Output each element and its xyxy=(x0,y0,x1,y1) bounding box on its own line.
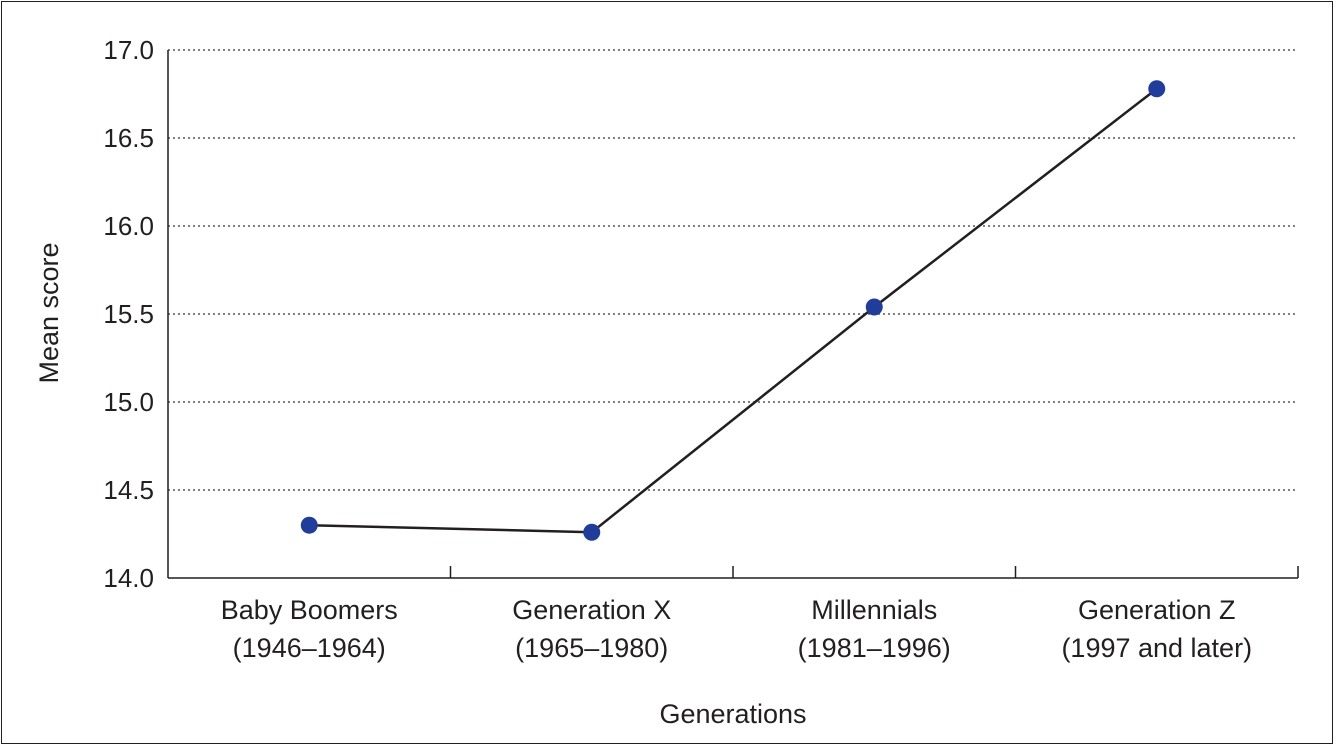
data-point xyxy=(583,523,601,541)
x-tick-label: (1965–1980) xyxy=(515,633,668,663)
y-tick-label: 15.5 xyxy=(103,299,154,329)
y-tick-labels: 14.0 14.5 15.0 15.5 16.0 16.5 17.0 xyxy=(103,35,154,593)
x-tick-label: Generation Z xyxy=(1078,595,1236,625)
series-line xyxy=(309,87,1158,534)
y-tick-label: 17.0 xyxy=(103,35,154,65)
gridlines xyxy=(168,49,1298,491)
x-tick-label: Millennials xyxy=(811,595,937,625)
y-tick-label: 15.0 xyxy=(103,387,154,417)
x-axis-label: Generations xyxy=(659,699,806,729)
y-tick-label: 14.5 xyxy=(103,475,154,505)
data-point xyxy=(300,516,318,534)
x-tick-label: Baby Boomers xyxy=(221,595,398,625)
data-point xyxy=(865,298,883,316)
x-tick-label: (1997 and later) xyxy=(1061,633,1252,663)
y-axis-label: Mean score xyxy=(34,242,64,383)
series-path xyxy=(309,87,1158,534)
data-point xyxy=(1148,80,1166,98)
y-tick-label: 14.0 xyxy=(103,563,154,593)
x-tick-label: (1946–1964) xyxy=(233,633,386,663)
x-tick-label: Generation X xyxy=(512,595,671,625)
y-tick-label: 16.5 xyxy=(103,123,154,153)
x-tick-labels: Baby Boomers (1946–1964) Generation X (1965… xyxy=(221,595,1252,663)
x-tick-label: (1981–1996) xyxy=(798,633,951,663)
y-tick-label: 16.0 xyxy=(103,211,154,241)
axes xyxy=(167,50,1299,579)
data-points xyxy=(300,80,1166,541)
